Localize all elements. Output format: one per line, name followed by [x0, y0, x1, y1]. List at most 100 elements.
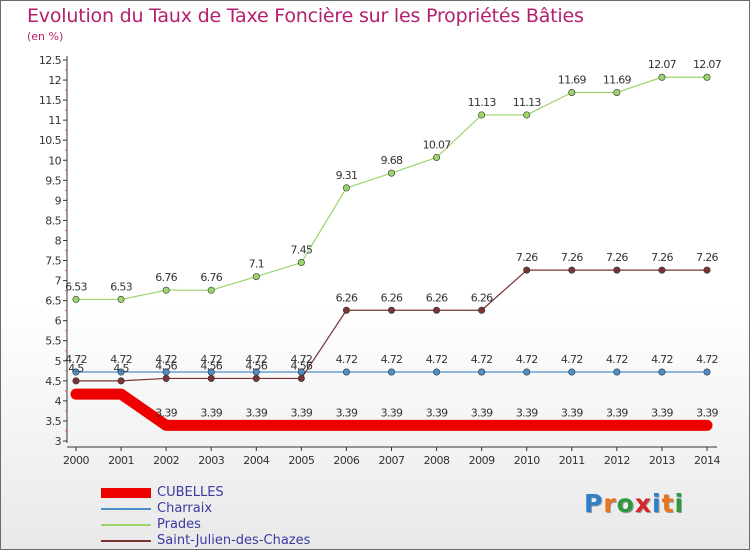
data-label: 4.72 — [65, 353, 87, 366]
x-tick-label: 2009 — [469, 454, 495, 467]
data-label: 3.39 — [471, 406, 493, 419]
logo-letter: P — [584, 489, 604, 518]
data-label: 3.39 — [245, 406, 267, 419]
data-point — [703, 73, 711, 81]
data-point — [342, 184, 350, 192]
logo-letter: o — [616, 489, 635, 518]
data-label: 11.13 — [468, 96, 497, 109]
logo-letter: i — [652, 489, 662, 518]
y-tick-label: 12 — [48, 74, 61, 87]
x-tick-label: 2014 — [694, 454, 720, 467]
data-label: 7.26 — [561, 251, 583, 264]
legend-swatch-charraix — [101, 508, 151, 510]
data-point — [478, 306, 486, 314]
data-label: 11.13 — [513, 96, 542, 109]
data-label: 3.39 — [291, 406, 313, 419]
y-tick-label: 11.5 — [39, 94, 62, 107]
logo-letter: t — [661, 489, 675, 518]
data-label: 4.5 — [68, 362, 84, 375]
y-tick-label: 3.5 — [45, 415, 61, 428]
y-tick-label: 7 — [55, 275, 62, 288]
data-label: 7.45 — [291, 244, 313, 257]
data-label: 4.72 — [561, 353, 583, 366]
data-point — [387, 368, 395, 376]
data-label: 10.07 — [423, 138, 452, 151]
logo-letter: x — [634, 489, 652, 518]
x-tick-label: 2000 — [63, 454, 89, 467]
data-label: 7.1 — [249, 258, 264, 271]
data-label: 4.72 — [426, 353, 448, 366]
data-point — [252, 273, 260, 281]
series-line-cubelles — [70, 388, 713, 431]
data-point — [117, 377, 125, 385]
data-label: 7.26 — [516, 251, 538, 264]
data-label: 6.76 — [155, 271, 177, 284]
legend-swatch-cubelles — [101, 488, 151, 498]
data-label: 4.72 — [110, 353, 132, 366]
legend-label-charraix: Charraix — [157, 501, 213, 516]
data-label: 3.39 — [155, 406, 177, 419]
y-tick-label: 8 — [55, 234, 62, 247]
data-point — [117, 295, 125, 303]
series-line-prades — [75, 76, 708, 301]
data-label: 7.26 — [696, 251, 718, 264]
data-label: 4.56 — [155, 359, 177, 372]
y-tick-label: 3 — [55, 435, 62, 448]
data-label: 3.39 — [696, 406, 718, 419]
data-label: 4.72 — [651, 353, 673, 366]
y-tick-label: 10.5 — [39, 134, 62, 147]
data-label: 4.56 — [200, 359, 222, 372]
data-point — [207, 374, 215, 382]
data-label: 9.68 — [381, 154, 403, 167]
data-point — [613, 266, 621, 274]
data-label: 4.5 — [113, 362, 129, 375]
x-tick-label: 2012 — [604, 454, 630, 467]
data-point — [297, 259, 305, 267]
data-point — [568, 266, 576, 274]
data-label: 4.72 — [291, 353, 313, 366]
data-point — [72, 368, 80, 376]
proxiti-logo: Proxiti — [584, 489, 684, 518]
data-label: 6.53 — [110, 280, 132, 293]
data-point — [387, 306, 395, 314]
x-tick-label: 2002 — [153, 454, 179, 467]
data-label: 6.26 — [426, 291, 448, 304]
y-tick-label: 10 — [48, 154, 61, 167]
data-point — [342, 306, 350, 314]
data-label: 6.53 — [65, 280, 87, 293]
x-tick-label: 2004 — [243, 454, 269, 467]
legend-swatch-prades — [101, 524, 151, 526]
data-point — [433, 153, 441, 161]
x-tick-label: 2008 — [424, 454, 450, 467]
data-point — [523, 368, 531, 376]
x-tick-label: 2010 — [514, 454, 540, 467]
data-label: 7.26 — [651, 251, 673, 264]
y-tick-label: 9 — [55, 194, 62, 207]
x-tick-label: 2001 — [108, 454, 134, 467]
data-label: 4.72 — [471, 353, 493, 366]
data-label: 4.72 — [155, 353, 177, 366]
chart-subtitle: (en %) — [27, 30, 64, 43]
y-tick-label: 12.5 — [39, 54, 62, 67]
data-point — [387, 169, 395, 177]
data-point — [433, 368, 441, 376]
data-label: 12.07 — [693, 58, 722, 71]
data-point — [523, 111, 531, 119]
data-label: 4.72 — [696, 353, 718, 366]
series-points — [72, 73, 711, 385]
legend-label-prades: Prades — [157, 517, 201, 532]
data-label: 9.31 — [336, 169, 358, 182]
data-point — [703, 368, 711, 376]
data-label: 11.69 — [603, 73, 632, 86]
data-point — [478, 368, 486, 376]
data-label: 3.39 — [381, 406, 403, 419]
x-tick-label: 2007 — [379, 454, 405, 467]
x-tick-label: 2006 — [333, 454, 359, 467]
y-tick-label: 5.5 — [45, 335, 61, 348]
data-label: 4.56 — [291, 359, 313, 372]
y-tick-label: 6.5 — [45, 295, 61, 308]
data-point — [207, 286, 215, 294]
legend-swatch-saint-julien — [101, 540, 151, 542]
